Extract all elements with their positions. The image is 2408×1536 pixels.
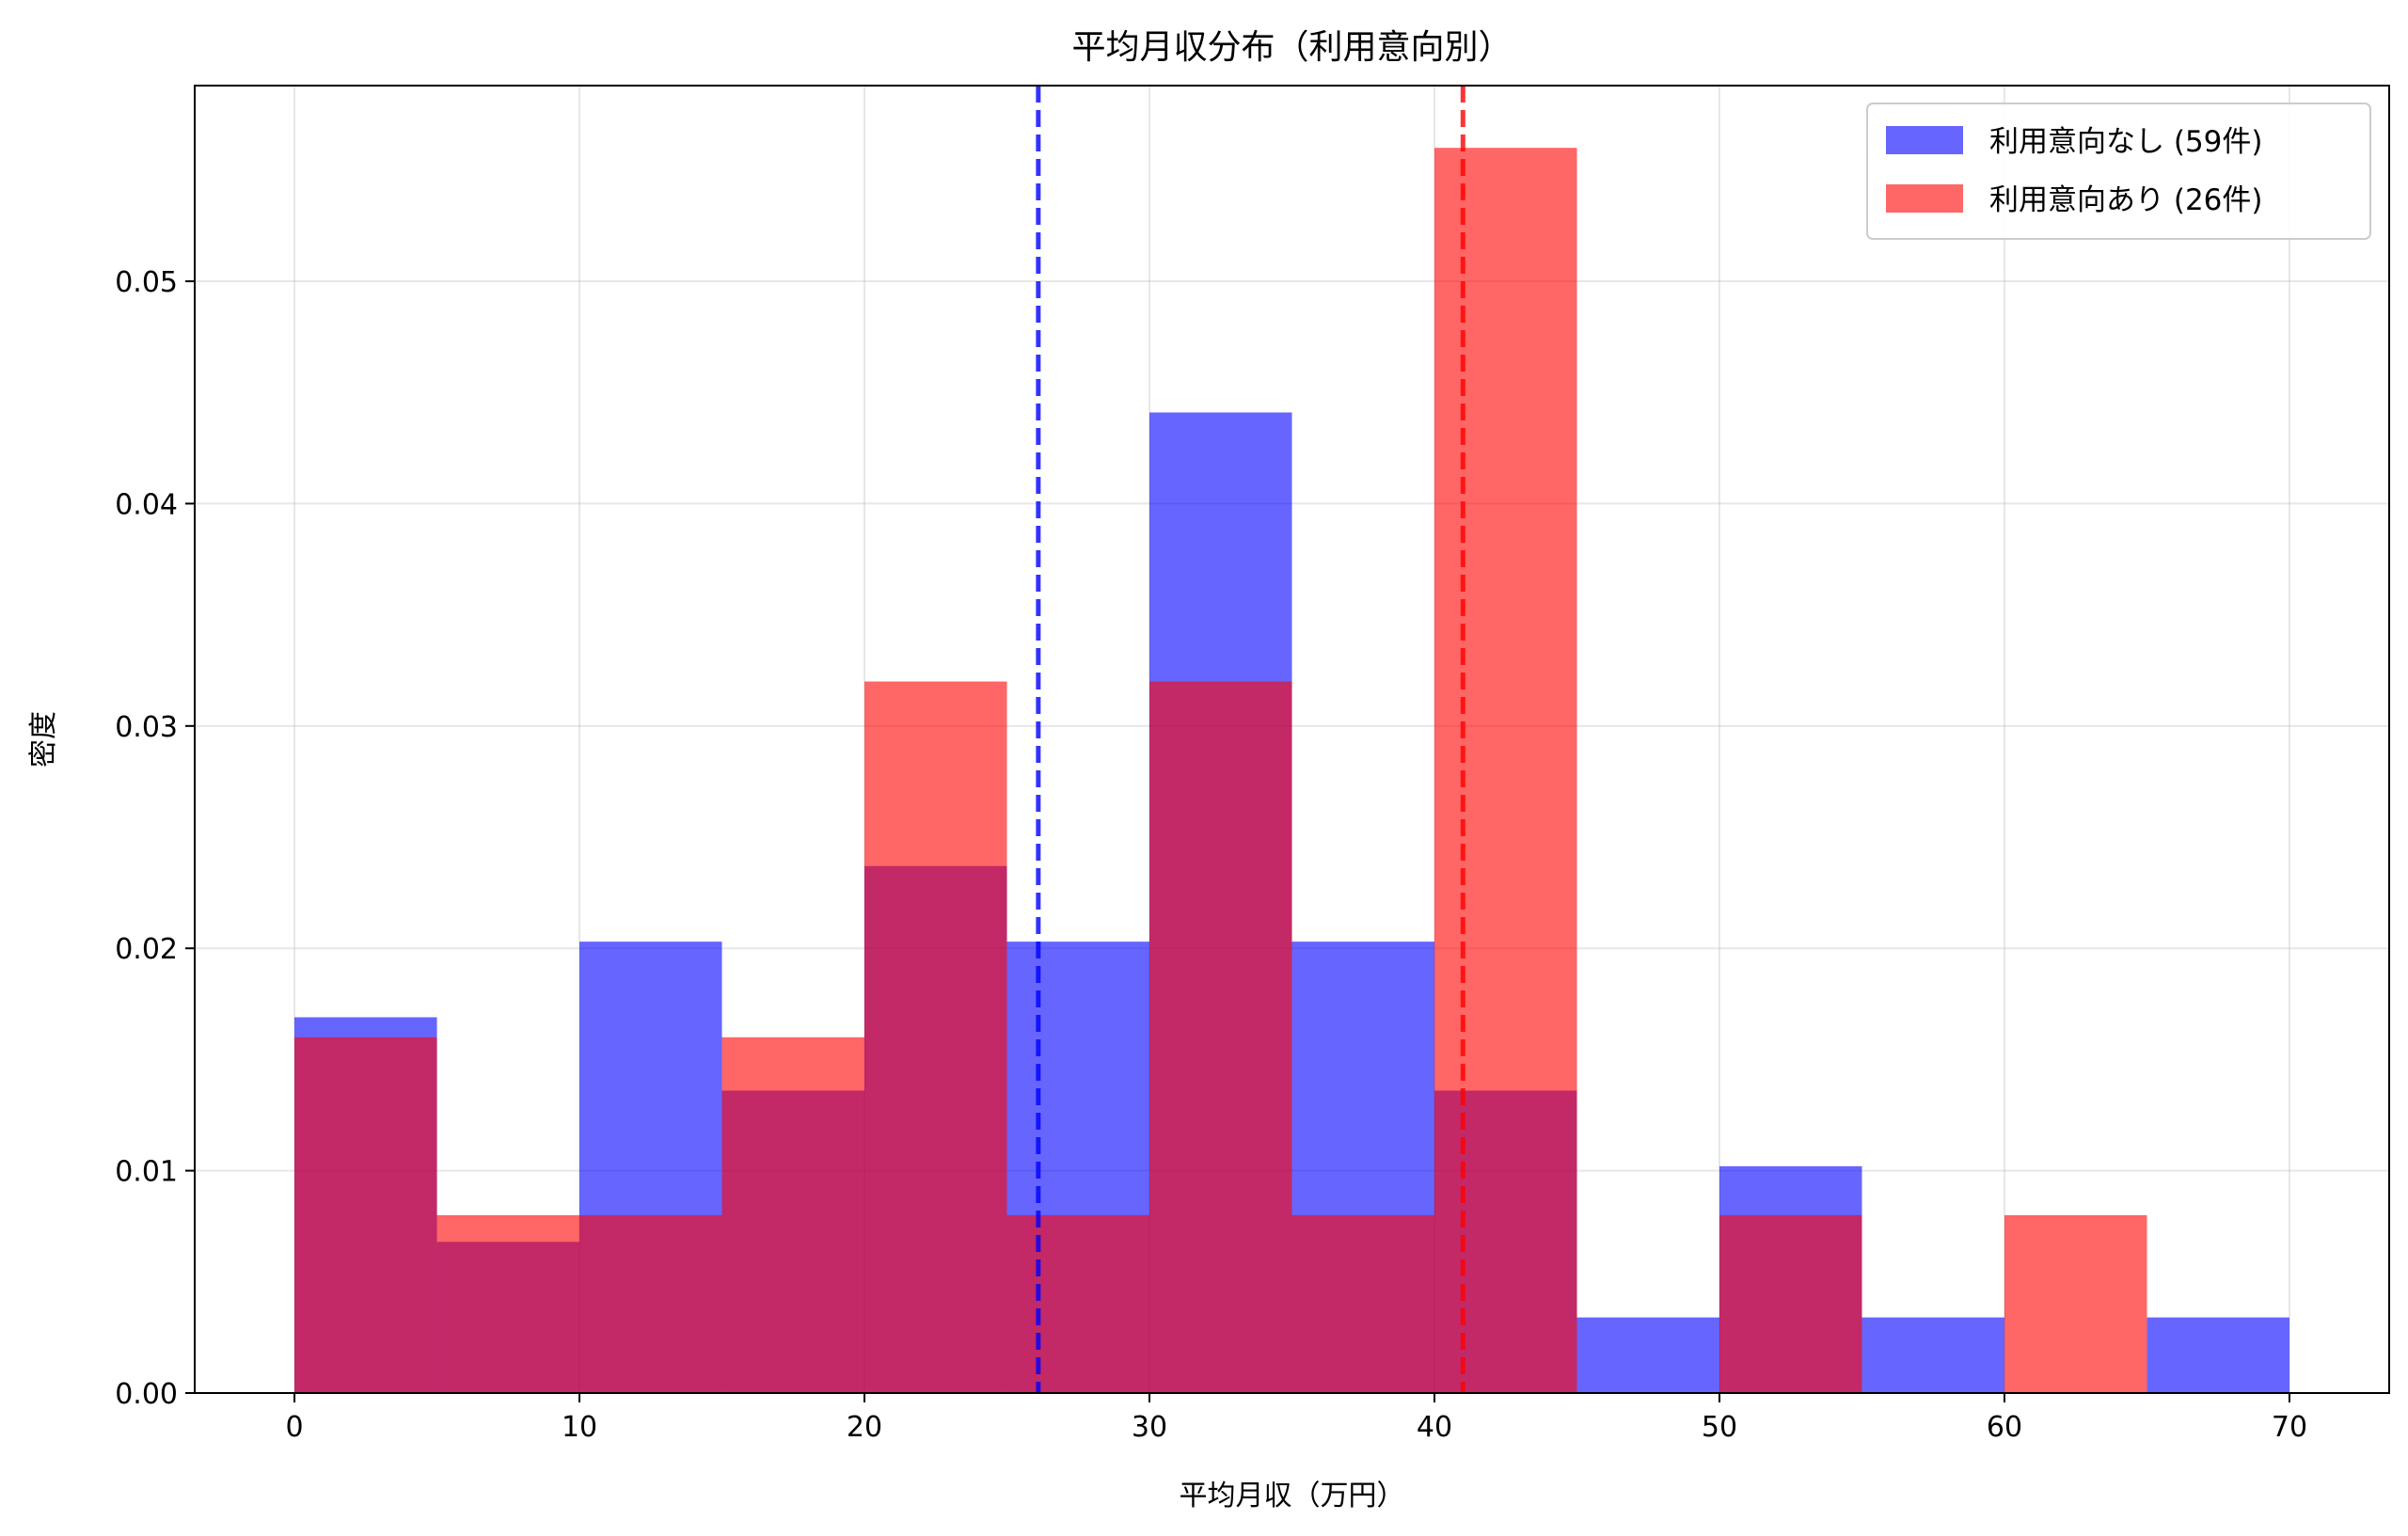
legend-label: 利用意向あり (26件)	[1989, 183, 2263, 217]
histogram-bar-series-1	[1149, 681, 1292, 1393]
x-tick-label: 0	[285, 1411, 303, 1444]
x-tick-label: 70	[2272, 1411, 2307, 1444]
histogram-bar-series-1	[864, 681, 1007, 1393]
axis-ticks: 0 10 20 30 40 50 60 70 0.00 0.01 0.02 0.03 0.04 0.05	[115, 266, 2307, 1444]
legend-swatch	[1886, 184, 1963, 213]
histogram-bar-series-1	[1291, 1214, 1434, 1393]
histogram-bar-series-1	[1719, 1214, 1862, 1393]
y-tick-label: 0.03	[115, 711, 178, 744]
histogram-bar-series-1	[579, 1214, 722, 1393]
y-tick-label: 0.01	[115, 1156, 178, 1189]
x-tick-label: 40	[1417, 1411, 1452, 1444]
plot-frame	[194, 85, 2390, 1394]
mean-lines	[1036, 86, 1465, 1393]
x-tick-label: 30	[1132, 1411, 1167, 1444]
histogram-bar-series-0	[1861, 1317, 2004, 1393]
histogram-bar-series-1	[1006, 1214, 1150, 1393]
histogram-bar-series-0	[1576, 1317, 1719, 1393]
y-tick-label: 0.05	[115, 266, 178, 299]
histogram-bars	[294, 148, 2289, 1394]
y-tick-label: 0.00	[115, 1378, 178, 1411]
histogram-bar-series-1	[436, 1214, 580, 1393]
x-tick-label: 50	[1702, 1411, 1737, 1444]
histogram-bar-series-1	[721, 1037, 865, 1393]
x-axis-label: 平均月収（万円）	[1180, 1480, 1405, 1512]
y-axis-label: 密度	[27, 711, 60, 768]
legend-box	[1866, 103, 2371, 240]
x-tick-label: 10	[562, 1411, 597, 1444]
chart-title: 平均月収分布（利用意向別）	[1071, 28, 1512, 67]
legend: 利用意向なし (59件) 利用意向あり (26件)	[1866, 103, 2371, 240]
histogram-bar-series-0	[2147, 1317, 2289, 1393]
legend-label: 利用意向なし (59件)	[1989, 125, 2263, 159]
x-tick-label: 20	[847, 1411, 882, 1444]
x-tick-label: 60	[1987, 1411, 2022, 1444]
y-tick-label: 0.02	[115, 933, 178, 966]
histogram-bar-series-1	[1434, 148, 1577, 1394]
y-tick-label: 0.04	[115, 488, 178, 521]
histogram-bar-series-1	[2004, 1214, 2147, 1393]
histogram-bar-series-1	[294, 1037, 437, 1393]
legend-swatch	[1886, 126, 1963, 154]
